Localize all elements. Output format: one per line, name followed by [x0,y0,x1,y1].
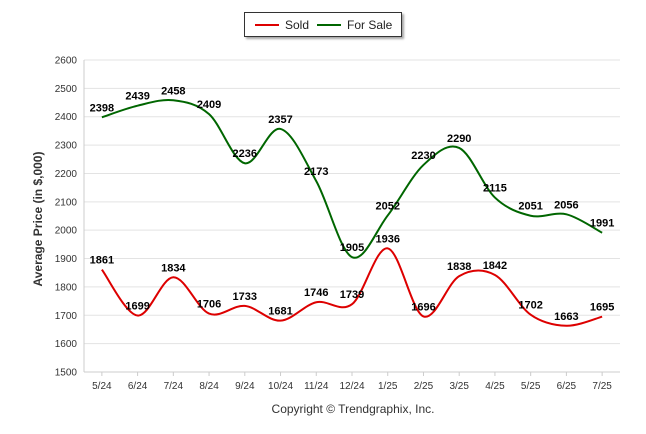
y-tick-label: 2200 [55,169,78,180]
x-tick-label: 11/24 [304,381,329,392]
data-labels: 1861 1699 1834 1706 1733 1681 1746 1739 1936 1696… [90,85,615,322]
data-label-sold: 1702 [518,300,542,312]
y-tick-label: 2600 [55,56,78,67]
data-label-for-sale: 2056 [554,199,578,211]
x-tick-label: 7/24 [164,381,184,392]
x-axis-ticks: 5/24 6/24 7/24 8/24 9/24 10/24 11/24 12/24 1/25 2… [92,372,612,392]
x-tick-label: 6/24 [128,381,148,392]
data-label-for-sale: 2398 [90,102,114,114]
legend-item-sold[interactable]: Sold [255,13,309,36]
copyright-text: Copyright © Trendgraphix, Inc. [272,402,435,416]
x-tick-label: 2/25 [414,381,434,392]
data-label-sold: 1861 [90,255,114,267]
data-label-sold: 1706 [197,299,221,311]
x-tick-label: 6/25 [557,381,577,392]
y-tick-label: 1700 [55,311,78,322]
x-tick-label: 5/24 [92,381,112,392]
y-tick-label: 1900 [55,254,78,265]
x-tick-label: 8/24 [199,381,219,392]
data-label-for-sale: 2409 [197,99,221,111]
sold-line-swatch [255,23,279,26]
x-tick-label: 10/24 [268,381,293,392]
data-label-for-sale: 1991 [590,218,614,230]
data-label-for-sale: 2458 [161,85,185,97]
data-label-sold: 1699 [125,301,149,313]
x-tick-label: 7/25 [592,381,612,392]
data-label-sold: 1695 [590,302,614,314]
legend-label-sold: Sold [285,17,310,32]
x-tick-label: 9/24 [235,381,255,392]
y-tick-label: 2000 [55,226,78,237]
data-label-sold: 1834 [161,262,186,274]
data-label-for-sale: 2051 [518,201,542,213]
data-label-for-sale: 2357 [268,114,292,126]
data-label-sold: 1696 [411,301,435,313]
data-label-for-sale: 2290 [447,133,471,145]
y-axis-ticks: 1500 1600 1700 1800 1900 2000 2100 2200 2300 2400… [55,56,78,379]
y-tick-label: 1600 [55,339,78,350]
y-tick-label: 1500 [55,368,78,379]
data-label-for-sale: 2115 [483,183,507,195]
legend: Sold For Sale [244,12,402,37]
data-label-sold: 1681 [268,306,292,318]
series-lines [101,98,603,327]
series-line-for-sale [101,98,603,259]
data-label-sold: 1663 [554,311,578,323]
data-label-for-sale: 2230 [411,150,435,162]
data-label-sold: 1733 [233,291,257,303]
data-label-for-sale: 2439 [125,91,149,103]
data-label-for-sale: 2236 [233,148,257,160]
data-label-for-sale: 2052 [375,200,399,212]
y-axis-title: Average Price (in $,000) [31,152,45,287]
legend-label-for-sale: For Sale [347,17,393,32]
y-tick-label: 1800 [55,282,78,293]
y-tick-label: 2300 [55,141,78,152]
data-label-for-sale: 1905 [340,242,364,254]
data-label-sold: 1746 [304,287,328,299]
series-line-sold [101,247,603,327]
data-label-sold: 1936 [375,233,399,245]
x-tick-label: 3/25 [449,381,469,392]
x-tick-label: 12/24 [339,381,364,392]
data-label-sold: 1739 [340,289,364,301]
x-tick-label: 1/25 [378,381,398,392]
x-tick-label: 5/25 [521,381,541,392]
y-tick-label: 2100 [55,197,78,208]
legend-item-for-sale[interactable]: For Sale [317,13,392,36]
for-sale-line-swatch [317,23,341,26]
data-label-sold: 1842 [483,260,507,272]
y-tick-label: 2400 [55,112,78,123]
x-tick-label: 4/25 [485,381,505,392]
y-tick-label: 2500 [55,84,78,95]
data-label-sold: 1838 [447,261,471,273]
data-label-for-sale: 2173 [304,166,328,178]
